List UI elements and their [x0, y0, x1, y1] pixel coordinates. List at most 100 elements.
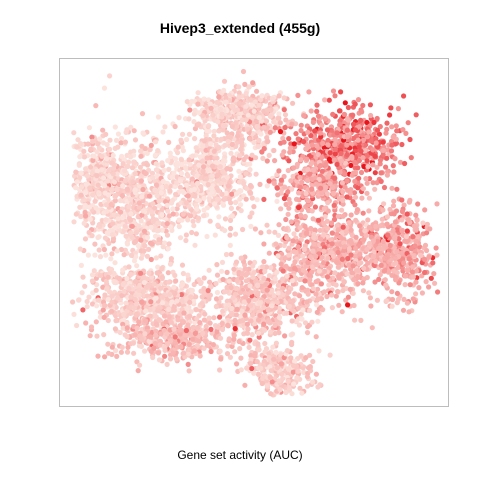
cell-point: [261, 259, 267, 265]
cell-point: [350, 121, 357, 127]
cell-point: [397, 241, 403, 247]
cell-point: [198, 184, 204, 190]
cell-point: [217, 314, 223, 320]
cell-point: [175, 317, 181, 323]
cell-point: [132, 332, 138, 338]
cell-point: [222, 123, 228, 129]
cell-point: [180, 270, 186, 277]
cell-point: [360, 210, 366, 216]
cell-point: [380, 207, 386, 213]
cell-point: [277, 120, 283, 126]
cell-point: [144, 150, 150, 156]
cell-point: [271, 119, 277, 125]
cell-point: [271, 180, 277, 186]
cell-point: [75, 137, 81, 143]
cell-point: [131, 258, 138, 264]
cell-point: [345, 104, 351, 111]
cell-point: [253, 171, 259, 177]
cell-point: [319, 190, 325, 196]
cell-point: [109, 251, 115, 257]
cell-point: [218, 136, 224, 142]
cell-point: [261, 275, 267, 282]
cell-point: [392, 219, 399, 225]
cell-point: [340, 224, 346, 230]
cell-point: [390, 228, 396, 234]
cell-point: [206, 267, 212, 273]
cell-point: [248, 97, 254, 103]
cell-point: [218, 295, 224, 301]
cell-point: [244, 126, 250, 132]
cell-point: [336, 108, 343, 114]
cell-point: [237, 290, 243, 296]
cell-point: [319, 154, 325, 160]
cell-point: [350, 170, 356, 176]
cell-point: [392, 156, 398, 162]
cell-point: [126, 159, 132, 165]
cell-point: [370, 162, 376, 168]
cell-point: [114, 353, 120, 359]
cell-point: [423, 279, 429, 285]
cell-point: [345, 294, 351, 300]
cell-point: [264, 158, 270, 164]
cell-point: [124, 275, 130, 282]
cell-point: [128, 154, 134, 160]
cell-point: [344, 178, 350, 184]
cell-point: [364, 190, 370, 196]
cell-point: [212, 232, 218, 238]
cell-point: [244, 321, 250, 327]
cell-point: [178, 157, 185, 163]
cell-point: [236, 100, 242, 106]
cell-point: [280, 276, 286, 282]
cell-point: [296, 204, 302, 211]
cell-point: [260, 155, 266, 161]
cell-point: [183, 165, 189, 171]
cell-point: [332, 175, 338, 181]
cell-point: [219, 111, 225, 117]
cell-point: [295, 92, 301, 98]
cell-point: [290, 238, 296, 244]
cell-point: [422, 269, 428, 276]
cell-point: [133, 254, 139, 260]
cell-point: [137, 164, 143, 170]
cell-point: [142, 243, 148, 249]
cell-point: [390, 134, 396, 140]
cell-point: [233, 191, 240, 197]
cell-point: [362, 148, 368, 154]
cell-point: [238, 275, 244, 281]
cell-point: [104, 208, 110, 214]
cell-point: [228, 251, 234, 257]
cell-point: [238, 355, 244, 361]
cell-point: [164, 202, 170, 208]
cell-point: [399, 228, 406, 234]
cell-point: [401, 260, 407, 266]
cell-point: [153, 167, 159, 173]
cell-point: [156, 220, 162, 226]
cell-point: [171, 170, 177, 176]
cell-point: [389, 124, 395, 130]
cell-point: [258, 230, 264, 236]
cell-point: [314, 302, 320, 308]
cell-point: [73, 211, 79, 217]
cell-point: [355, 281, 361, 287]
cell-point: [202, 311, 208, 317]
cell-point: [391, 198, 397, 204]
cell-point: [170, 211, 176, 217]
cell-point: [144, 235, 151, 241]
cell-point: [123, 233, 129, 239]
cell-point: [112, 260, 118, 266]
cell-point: [167, 291, 173, 297]
cell-point: [214, 272, 221, 278]
cell-point: [326, 282, 332, 288]
cell-point: [172, 272, 178, 278]
cell-point: [195, 121, 202, 127]
cell-point: [286, 245, 292, 251]
cell-point: [166, 314, 172, 320]
cell-point: [276, 111, 282, 117]
cell-point: [214, 196, 221, 202]
cell-point: [372, 186, 378, 192]
cell-point: [164, 221, 170, 227]
cell-point: [128, 230, 134, 236]
cell-point: [381, 184, 388, 191]
cell-point: [348, 212, 354, 218]
cell-point: [227, 232, 233, 238]
